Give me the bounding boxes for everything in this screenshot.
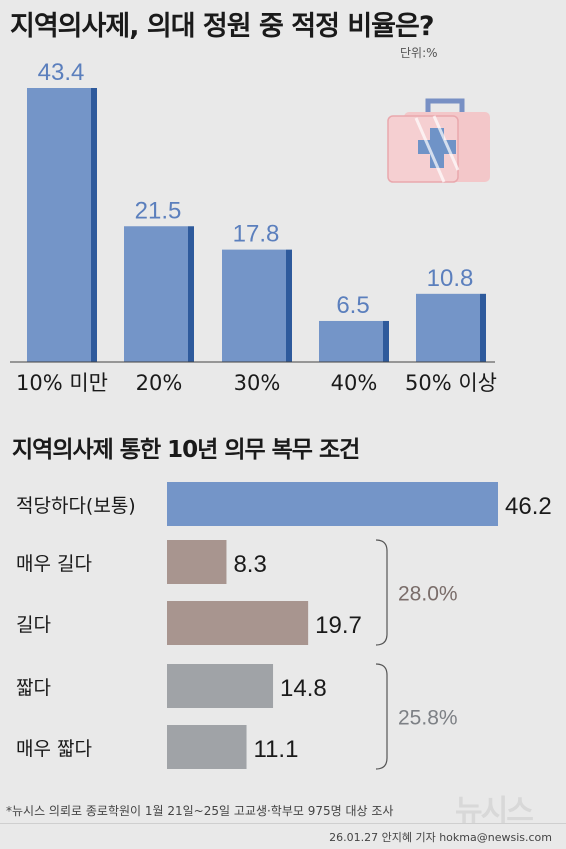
- service-condition-bar-chart: 적당하다(보통) 46.2 매우 길다 8.3 길다 19.7 짧다 14.8 매우 짧다 11.…: [16, 482, 552, 770]
- unit-label: 단위:%: [400, 46, 438, 60]
- first-aid-kit-icon: [387, 98, 490, 183]
- bar-value-label: 10.8: [427, 265, 474, 292]
- category-label: 10% 미만: [16, 371, 108, 395]
- bar-2: [222, 249, 286, 362]
- bar-value-label: 43.4: [38, 59, 85, 86]
- category-label: 길다: [16, 614, 51, 636]
- category-label: 30%: [234, 371, 281, 395]
- bar-value-label: 21.5: [135, 197, 182, 224]
- category-label: 매우 길다: [16, 553, 92, 575]
- bar-0: [27, 88, 91, 362]
- bar-shade-1: [188, 226, 194, 362]
- bar-value-label: 11.1: [254, 736, 299, 763]
- section2-title-emphasis: 10년 의무 복무: [167, 437, 313, 463]
- footnote: *뉴시스 의뢰로 종로학원이 1월 21일~25일 고교생·학부모 975명 대…: [6, 804, 394, 818]
- bar-shade-4: [480, 293, 486, 362]
- category-label: 적당하다(보통): [16, 495, 136, 517]
- hbar-0: [167, 482, 498, 526]
- hbar-1: [167, 540, 227, 584]
- page-title: 지역의사제, 의대 정원 중 적정 비율은?: [10, 11, 435, 42]
- bar-value-label: 8.3: [233, 551, 266, 578]
- group-bracket: [375, 539, 388, 646]
- category-label: 짧다: [16, 677, 51, 699]
- bar-1: [124, 226, 188, 362]
- divider: [0, 823, 566, 824]
- bar-shade-3: [383, 320, 389, 362]
- bar-4: [416, 293, 480, 362]
- group-total-label: 28.0%: [398, 583, 458, 606]
- ratio-bar-chart: 43.4 10% 미만 21.5 20% 17.8 30% 6.5 40% 10.8 50% 이상: [10, 59, 497, 395]
- section2-title: 지역의사제 통한 10년 의무 복무 조건: [12, 430, 360, 464]
- bar-shade-2: [286, 249, 292, 362]
- category-label: 20%: [136, 371, 183, 395]
- category-label: 40%: [331, 371, 378, 395]
- bar-value-label: 14.8: [280, 675, 327, 702]
- hbar-2: [167, 601, 309, 645]
- hbar-3: [167, 664, 274, 708]
- credit: 26.01.27 안지혜 기자 hokma@newsis.com: [329, 831, 552, 844]
- category-label: 매우 짧다: [16, 738, 92, 760]
- category-label: 50% 이상: [405, 371, 497, 395]
- group-total-label: 25.8%: [398, 707, 458, 730]
- section2-title-part3: 조건: [311, 437, 360, 463]
- group-bracket: [375, 663, 388, 770]
- bar-value-label: 19.7: [315, 612, 362, 639]
- bar-value-label: 6.5: [336, 292, 369, 319]
- bar-3: [319, 320, 383, 362]
- bar-value-label: 17.8: [233, 221, 280, 248]
- section2-title-part1: 지역의사제 통한: [12, 437, 168, 463]
- bar-value-label: 46.2: [505, 493, 552, 520]
- bar-shade-0: [91, 88, 97, 362]
- hbar-4: [167, 725, 247, 769]
